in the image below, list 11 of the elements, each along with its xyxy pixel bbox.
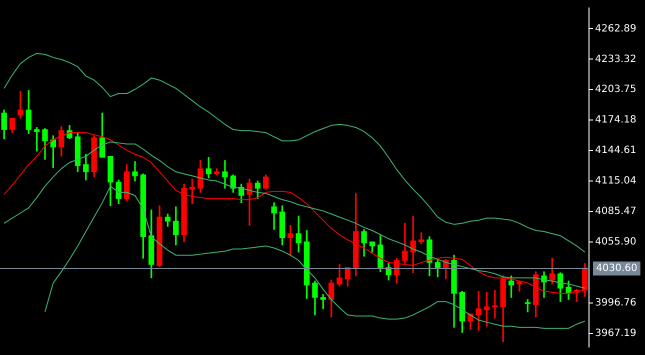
ref-line-label: 4030.60 [596,263,638,274]
y-tick-label: 4203.75 [595,84,636,96]
y-tick-label: 4085.47 [595,206,636,218]
y-tick-label: 4174.18 [595,114,636,126]
y-tick-label: 4262.89 [595,23,636,34]
y-tick-label: 3996.76 [595,297,636,308]
y-tick-label: 4115.04 [595,176,636,187]
y-tick-label: 4055.90 [595,236,636,248]
y-tick-label: 4144.61 [595,145,636,156]
y-tick-label: 4233.32 [595,54,636,65]
y-tick-label: 3967.19 [595,328,636,339]
